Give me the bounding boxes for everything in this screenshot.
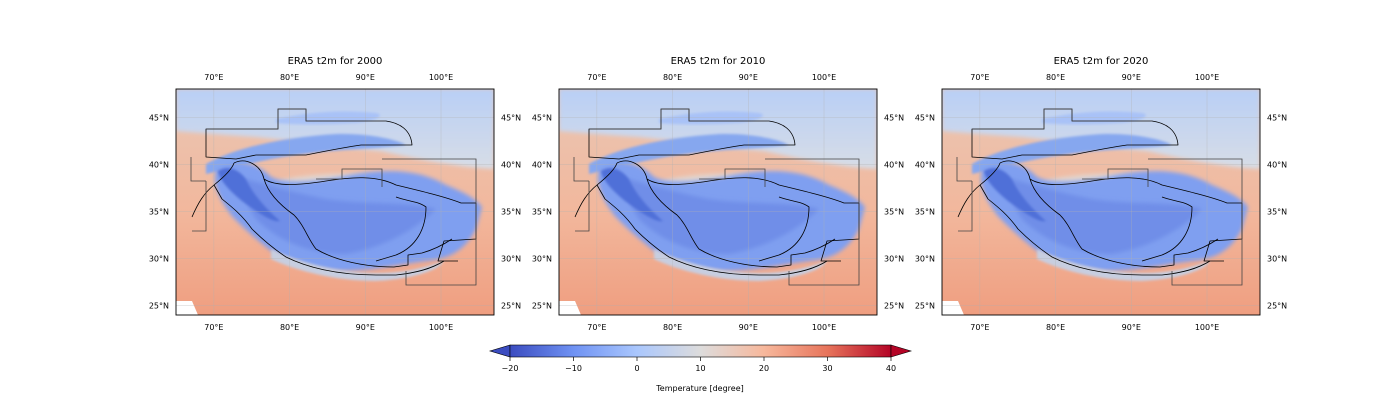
lat-tick-label-left: 40°N — [915, 160, 935, 169]
lon-tick-label-bottom: 90°E — [739, 323, 758, 332]
lon-tick-label-top: 100°E — [812, 73, 836, 82]
map-title: ERA5 t2m for 2010 — [671, 56, 766, 67]
colorbar-body — [509, 344, 892, 358]
lon-tick-label-bottom: 90°E — [1122, 323, 1141, 332]
lon-tick-label-top: 80°E — [1046, 73, 1065, 82]
lat-tick-label-right: 45°N — [1267, 113, 1287, 122]
colorbar-ticks: −20 −10 0 10 20 30 40 — [502, 357, 896, 373]
lat-tick-label-right: 35°N — [884, 207, 904, 216]
lon-tick-label-bottom: 80°E — [280, 323, 299, 332]
lat-tick-label-right: 40°N — [1267, 160, 1287, 169]
colorbar-tick-label: 40 — [886, 364, 896, 373]
lat-tick-label-right: 25°N — [501, 302, 521, 311]
lat-tick-label-left: 45°N — [149, 113, 169, 122]
lat-tick-label-right: 45°N — [884, 113, 904, 122]
colorbar-tick-label: −10 — [565, 364, 582, 373]
lon-tick-label-top: 70°E — [970, 73, 989, 82]
lat-tick-label-left: 35°N — [915, 207, 935, 216]
lat-tick-label-right: 25°N — [1267, 302, 1287, 311]
lat-tick-label-left: 25°N — [915, 302, 935, 311]
map-image — [942, 89, 1260, 315]
lon-tick-label-top: 70°E — [204, 73, 223, 82]
map-title: ERA5 t2m for 2000 — [288, 56, 383, 67]
lat-tick-label-right: 45°N — [501, 113, 521, 122]
lat-tick-label-left: 25°N — [532, 302, 552, 311]
lat-tick-label-right: 30°N — [501, 255, 521, 264]
lon-tick-label-top: 70°E — [587, 73, 606, 82]
lon-tick-label-bottom: 100°E — [1195, 323, 1219, 332]
lon-tick-label-bottom: 70°E — [587, 323, 606, 332]
lat-tick-label-left: 35°N — [149, 207, 169, 216]
lon-tick-label-bottom: 70°E — [970, 323, 989, 332]
map-panel: ERA5 t2m for 2000 70°E 70°E 80°E 80°E 90°E 90°… — [149, 56, 521, 332]
lat-tick-label-left: 25°N — [149, 302, 169, 311]
lat-tick-label-left: 30°N — [532, 255, 552, 264]
lat-tick-label-left: 45°N — [532, 113, 552, 122]
lat-tick-label-left: 45°N — [915, 113, 935, 122]
colorbar: −20 −10 0 10 20 30 40 Temperature [degree] — [488, 344, 913, 393]
lon-tick-label-top: 90°E — [739, 73, 758, 82]
lat-tick-label-right: 40°N — [501, 160, 521, 169]
lat-tick-label-right: 30°N — [884, 255, 904, 264]
lon-tick-label-top: 80°E — [663, 73, 682, 82]
lat-tick-label-right: 25°N — [884, 302, 904, 311]
lon-tick-label-bottom: 80°E — [1046, 323, 1065, 332]
lat-tick-label-right: 30°N — [1267, 255, 1287, 264]
colorbar-label: Temperature [degree] — [655, 384, 744, 393]
map-panel: ERA5 t2m for 2010 70°E 70°E 80°E 80°E 90°E 90°… — [532, 56, 904, 332]
lat-tick-label-right: 40°N — [884, 160, 904, 169]
colorbar-tick-label: 10 — [695, 364, 705, 373]
map-image — [559, 89, 877, 315]
lon-tick-label-bottom: 80°E — [663, 323, 682, 332]
lon-tick-label-bottom: 90°E — [356, 323, 375, 332]
lat-tick-label-left: 30°N — [915, 255, 935, 264]
lon-tick-label-top: 90°E — [356, 73, 375, 82]
lat-tick-label-right: 35°N — [501, 207, 521, 216]
lat-tick-label-left: 35°N — [532, 207, 552, 216]
colorbar-extend-high — [890, 344, 913, 358]
lat-tick-label-left: 30°N — [149, 255, 169, 264]
colorbar-tick-label: 20 — [759, 364, 769, 373]
map-panel: ERA5 t2m for 2020 70°E 70°E 80°E 80°E 90°E 90°… — [915, 56, 1287, 332]
colorbar-tick-label: 30 — [822, 364, 832, 373]
colorbar-extend-low — [488, 344, 511, 358]
lat-tick-label-right: 35°N — [1267, 207, 1287, 216]
lon-tick-label-top: 100°E — [1195, 73, 1219, 82]
lon-tick-label-top: 100°E — [429, 73, 453, 82]
lon-tick-label-top: 80°E — [280, 73, 299, 82]
lon-tick-label-bottom: 100°E — [429, 323, 453, 332]
lon-tick-label-bottom: 100°E — [812, 323, 836, 332]
lat-tick-label-left: 40°N — [149, 160, 169, 169]
map-title: ERA5 t2m for 2020 — [1054, 56, 1149, 67]
lon-tick-label-bottom: 70°E — [204, 323, 223, 332]
lat-tick-label-left: 40°N — [532, 160, 552, 169]
colorbar-tick-label: −20 — [502, 364, 519, 373]
lon-tick-label-top: 90°E — [1122, 73, 1141, 82]
colorbar-tick-label: 0 — [634, 364, 639, 373]
map-image — [176, 89, 494, 315]
